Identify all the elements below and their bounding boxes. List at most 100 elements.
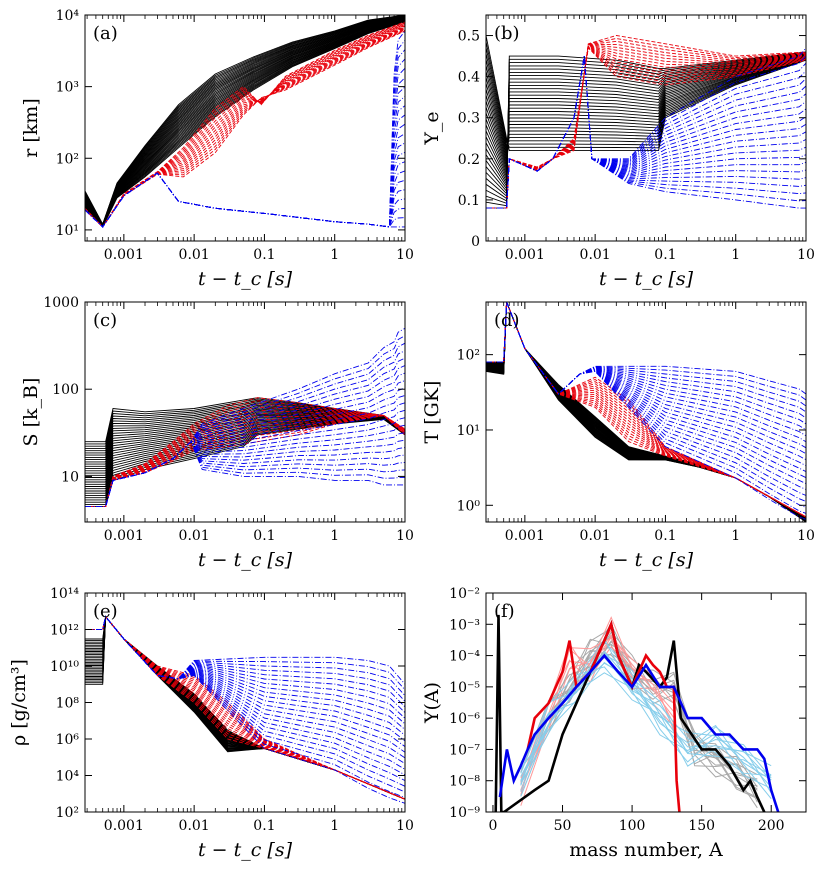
x-tick-label: 0.1 [654,247,676,263]
x-tick-label: 1 [330,247,339,263]
y-tick-label: 10¹⁴ [50,586,79,602]
y-tick-label: 10⁻³ [449,617,480,633]
series-d-0-line-26 [486,302,806,518]
x-tick-label: 1 [731,528,740,544]
y-tick-label: 10¹ [56,223,79,239]
series-e-2-line-19 [85,615,405,696]
series-d-1-line-2 [486,302,806,518]
series-d-2-line-20 [486,302,806,401]
y-tick-label: 10⁴ [56,8,80,24]
series-d-1-line-8 [486,302,806,518]
y-tick-label: 10⁰ [457,498,481,514]
axes-frame [84,14,406,242]
series-c-1-line-14 [85,397,405,508]
x-tick-label: 0.01 [580,528,611,544]
series-f-3-line-0 [494,614,766,812]
series-d-2-line-19 [486,302,806,407]
panel-e: 0.001 0.01 0.1 1 10 10² 10⁴ 10⁶ 10⁸ 10¹⁰ 10¹² 10¹⁴ (… [8,586,414,861]
plot-area [85,327,405,508]
series-a-1-line-4 [85,27,405,228]
series-d-0-line-0 [486,302,806,522]
series-b-1-line-14 [486,35,806,209]
panel-b: 0.001 0.01 0.1 1 10 0 0.1 0.2 0.3 0.4 0.5 (b) t − t_… [421,14,815,290]
y-tick-label: 10⁻⁹ [449,805,480,821]
y-tick-label: 0.2 [458,152,480,168]
series-d-1-line-9 [486,302,806,518]
y-tick-label: 10 [61,469,79,485]
x-tick-label: 10 [396,818,414,834]
series-d-1-line-12 [486,302,806,518]
panel-label: (b) [494,23,520,44]
series-d-1-line-10 [486,302,806,518]
x-tick-label: 1 [330,818,339,834]
series-a-1-line-8 [85,25,405,228]
y-tick-label: 10⁻⁷ [449,742,480,758]
series-d-0-line-11 [486,302,806,521]
series-e-2-line-6 [85,615,405,770]
series-a-1-line-5 [85,27,405,228]
series-d-2-line-5 [486,302,806,490]
y-tick-label: 0 [471,234,480,250]
y-tick-label: 0.3 [458,111,480,127]
series-e-2-line-5 [85,615,405,776]
series-d-0-line-28 [486,302,806,518]
x-tick-label: 10 [797,528,815,544]
series-d-0-line-27 [486,302,806,518]
series-e-2-line-1 [85,615,405,799]
series-b-1-line-2 [486,46,806,209]
series-e-2-line-21 [85,615,405,685]
x-tick-label: 10 [797,247,815,263]
series-e-2-line-3 [85,615,405,787]
series-e-2-line-4 [85,615,405,782]
series-d-2-line-10 [486,302,806,461]
series-e-2-line-2 [85,615,405,793]
series-d-1-line-5 [486,302,806,518]
plot-area [494,614,780,812]
series-d-2-line-9 [486,302,806,467]
series-d-1-line-0 [486,302,806,518]
panel-a: 0.001 0.01 0.1 1 10 10¹ 10² 10³ 10⁴ (a) t − t_c [s… [20,8,414,290]
series-a-1-line-10 [85,24,405,228]
x-tick-label: 10 [396,528,414,544]
y-axis-label: T [GK] [421,381,443,444]
panel-c: 0.001 0.01 0.1 1 10 10 100 1000 (c) t − t_c [s] S … [20,295,414,571]
series-c-0-line-12 [85,417,405,481]
series-f-0-line-10 [520,649,758,803]
y-axis-label: S [k_B] [20,378,42,447]
series-e-2-line-11 [85,615,405,742]
x-tick-label: 0.1 [253,528,275,544]
series-b-2-line-21 [486,47,806,209]
y-tick-label: 10² [56,151,79,167]
x-tick-label: 0.01 [580,247,611,263]
series-f-2-line-4 [520,638,772,781]
series-c-1-line-13 [85,400,405,508]
panel-label: (f) [494,601,515,622]
series-a-1-line-13 [85,22,405,228]
y-tick-label: 10⁻⁴ [449,649,480,665]
series-f-2-line-7 [520,650,772,789]
series-e-2-line-0 [85,615,405,804]
series-e-2-line-10 [85,615,405,747]
x-tick-label: 0.1 [253,247,275,263]
series-f-2-line-9 [520,640,772,788]
x-axis-label: t − t_c [s] [198,549,293,571]
series-f-2-line-1 [520,650,772,800]
plot-area [85,15,405,228]
x-tick-label: 50 [554,818,572,834]
x-tick-label: 0.001 [505,528,545,544]
series-a-1-line-2 [85,29,405,228]
x-axis-label: t − t_c [s] [198,839,293,861]
y-axis-label: ρ [g/cm³] [8,659,30,746]
series-d-2-line-14 [486,302,806,437]
series-d-2-line-4 [486,302,806,496]
series-f-1-line-3 [520,616,675,792]
series-d-1-line-6 [486,302,806,518]
x-tick-label: 0.01 [179,528,210,544]
series-f-2-line-8 [520,662,772,792]
y-tick-label: 0.4 [458,70,480,86]
series-b-1-line-10 [486,44,806,209]
axes-frame [485,301,807,523]
series-a-1-line-11 [85,23,405,228]
x-tick-label: 10 [396,247,414,263]
